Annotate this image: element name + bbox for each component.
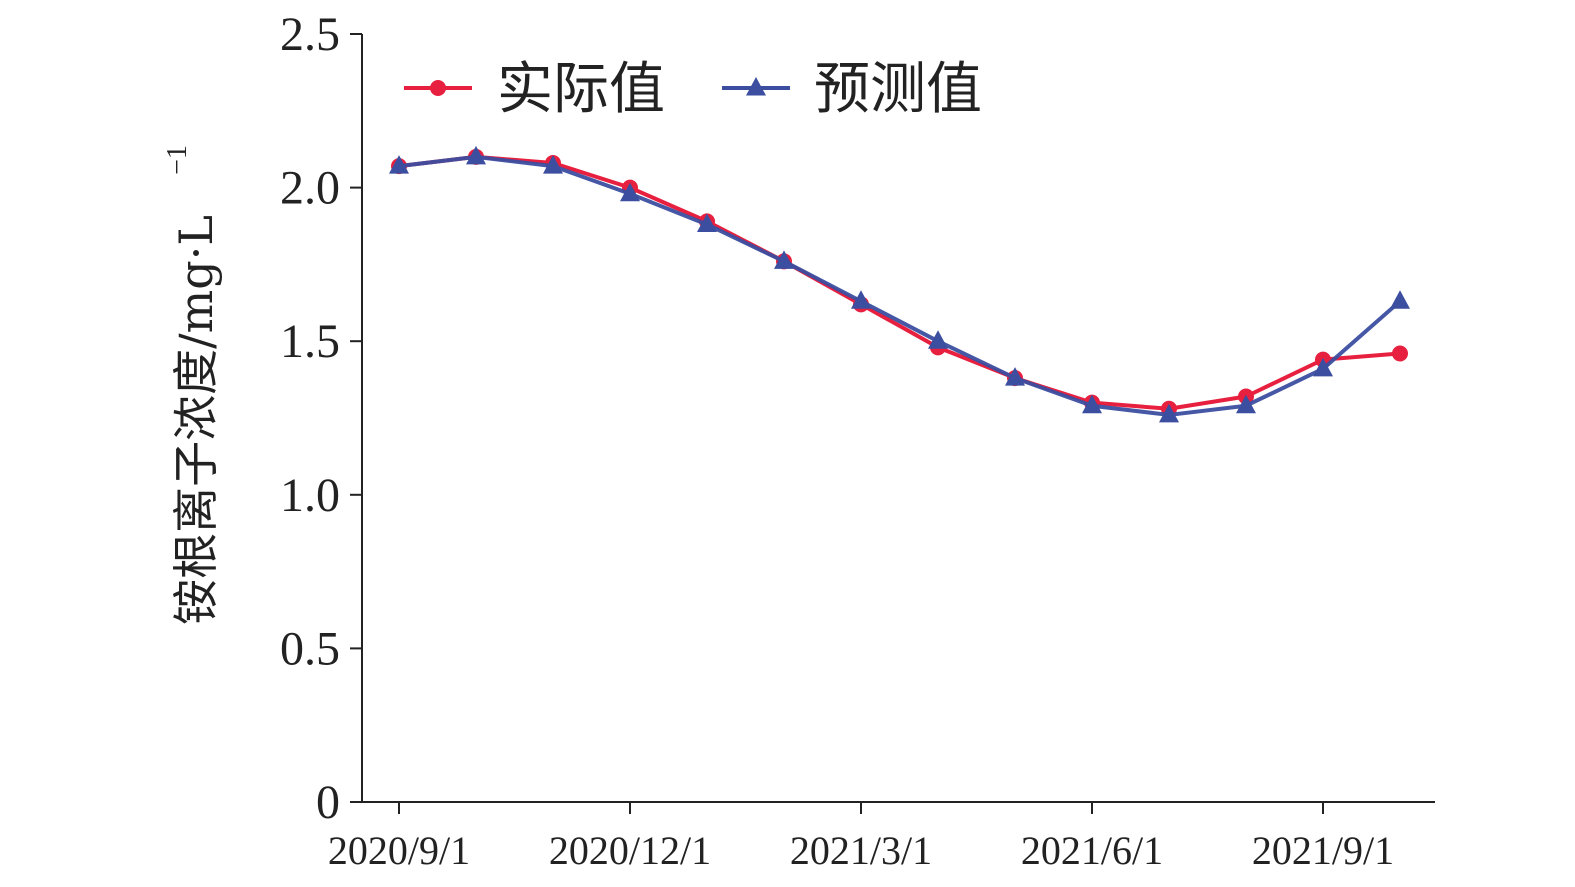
y-tick-label: 0 xyxy=(316,776,340,829)
legend-item: 实际值 xyxy=(404,57,665,122)
axes: 0 0.5 1.0 1.5 2.0 2.5 2020/9/1 2020/12/1 2021/3/… xyxy=(280,8,1435,873)
x-tick-label: 2020/9/1 xyxy=(328,828,470,873)
data-point xyxy=(543,155,563,174)
data-point xyxy=(1236,394,1256,414)
x-tick-label: 2020/12/1 xyxy=(549,828,711,873)
y-tick-label: 0.5 xyxy=(280,622,340,675)
data-point xyxy=(774,250,794,269)
y-tick-label: 2.5 xyxy=(280,8,340,61)
data-point xyxy=(620,182,640,202)
data-point xyxy=(851,290,871,309)
data-point xyxy=(1082,394,1102,414)
legend-marker xyxy=(746,77,766,96)
data-point xyxy=(1159,403,1179,423)
legend-label: 预测值 xyxy=(814,57,982,122)
data-point xyxy=(1390,290,1410,309)
legend-label: 实际值 xyxy=(497,57,665,122)
data-point xyxy=(466,145,486,165)
legend-marker xyxy=(430,80,446,96)
data-point xyxy=(1005,367,1025,386)
data-point xyxy=(389,155,409,174)
data-point xyxy=(1313,357,1333,377)
data-point xyxy=(1392,345,1408,362)
x-tick-label: 2021/9/1 xyxy=(1252,828,1394,873)
legend-item: 预测值 xyxy=(722,57,982,122)
x-tick-label: 2021/6/1 xyxy=(1021,828,1163,873)
y-axis-title: 铵根离子浓度/mg·L xyxy=(169,215,223,625)
y-tick-label: 2.0 xyxy=(280,162,340,215)
x-tick-label: 2021/3/1 xyxy=(790,828,932,873)
y-tick-label: 1.0 xyxy=(280,469,340,522)
series-predicted xyxy=(389,145,1410,423)
data-point xyxy=(697,213,717,232)
series-line xyxy=(397,154,1402,417)
data-point xyxy=(928,330,948,349)
axis-titles: 铵根离子浓度/mg·L −1 xyxy=(162,145,223,625)
series-actual xyxy=(391,148,1408,417)
series-layer xyxy=(389,145,1410,423)
legend: 实际值 预测值 xyxy=(404,57,982,122)
y-axis-title-superscript: −1 xyxy=(162,145,193,175)
series-line xyxy=(397,154,1402,411)
y-tick-label: 1.5 xyxy=(280,315,340,368)
